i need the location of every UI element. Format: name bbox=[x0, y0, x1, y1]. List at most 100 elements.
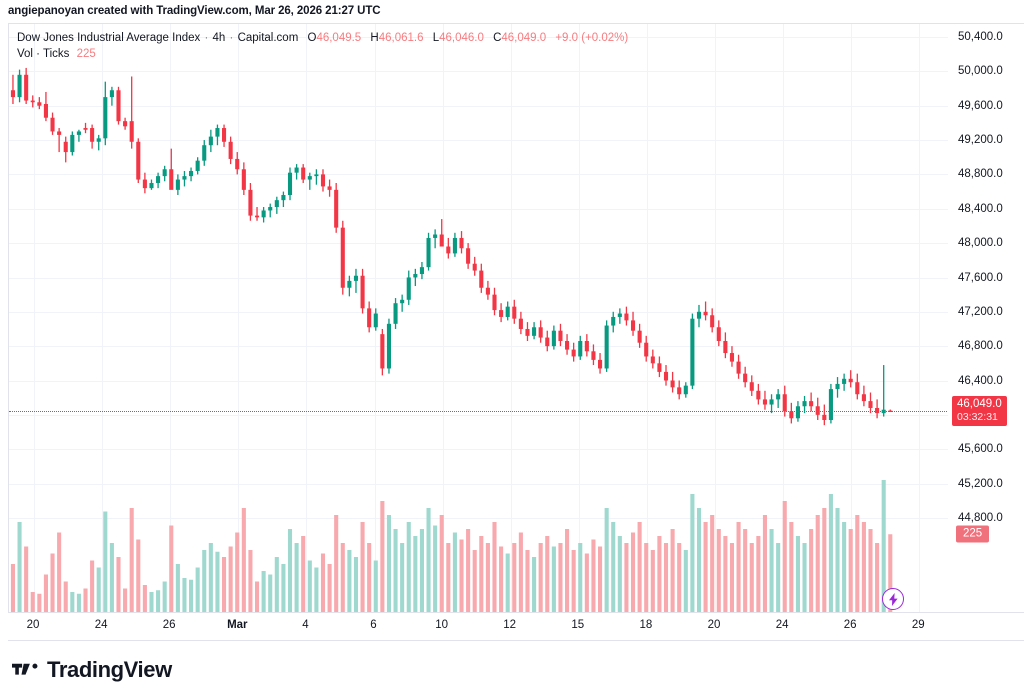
volume-bar bbox=[749, 543, 754, 612]
time-axis-tick: 15 bbox=[571, 619, 585, 631]
grid-line-horizontal bbox=[9, 346, 948, 348]
candle-body bbox=[776, 394, 781, 400]
price-axis-tick: 46,400.0 bbox=[958, 374, 1003, 387]
candle-body bbox=[875, 407, 880, 414]
candle-body bbox=[149, 182, 154, 189]
volume-bar bbox=[90, 560, 95, 612]
candle-body bbox=[466, 248, 471, 264]
grid-line-horizontal bbox=[9, 37, 948, 38]
candle-body bbox=[789, 411, 794, 419]
volume-bar bbox=[353, 557, 359, 612]
candle-body bbox=[782, 394, 787, 412]
volume-value-badge[interactable]: 225 bbox=[956, 525, 990, 543]
volume-bar bbox=[637, 522, 642, 612]
candle-body bbox=[202, 145, 207, 161]
volume-bar bbox=[710, 515, 715, 612]
volume-bar bbox=[479, 536, 484, 612]
candle-body bbox=[558, 330, 563, 341]
volume-bar bbox=[37, 593, 42, 612]
volume-bar bbox=[294, 543, 299, 612]
candle-body bbox=[393, 303, 398, 324]
volume-bar bbox=[103, 511, 108, 612]
volume-bar bbox=[815, 515, 820, 612]
candle-body bbox=[842, 378, 847, 384]
candle-body bbox=[353, 275, 359, 281]
volume-bar bbox=[268, 574, 273, 612]
time-axis-tick: 24 bbox=[775, 619, 789, 631]
volume-bar bbox=[683, 550, 688, 612]
volume-bar bbox=[756, 536, 761, 612]
candle-body bbox=[248, 189, 253, 216]
candle-body bbox=[367, 308, 372, 328]
volume-bar bbox=[228, 546, 233, 612]
candle-body bbox=[611, 316, 616, 326]
candle-body bbox=[433, 234, 438, 238]
candle-body bbox=[545, 337, 550, 347]
candle-body bbox=[630, 320, 636, 331]
price-axis-tick: 50,000.0 bbox=[958, 65, 1003, 78]
candle-body bbox=[591, 351, 596, 360]
volume-bar bbox=[809, 529, 814, 612]
price-axis-tick: 45,200.0 bbox=[958, 477, 1003, 490]
candle-body bbox=[743, 373, 748, 383]
volume-bar bbox=[881, 480, 886, 612]
volume-bar bbox=[189, 579, 194, 612]
volume-bar bbox=[512, 543, 517, 612]
volume-bar bbox=[195, 567, 200, 612]
last-price-badge[interactable]: 46,049.0 03:32:31 bbox=[952, 395, 1007, 426]
price-axis-tick: 45,600.0 bbox=[958, 443, 1003, 456]
volume-bar bbox=[241, 508, 246, 612]
volume-bar bbox=[551, 546, 556, 612]
volume-bar bbox=[76, 593, 81, 612]
volume-bars bbox=[10, 480, 893, 612]
volume-bar bbox=[307, 560, 312, 612]
volume-bar bbox=[802, 543, 807, 612]
volume-bar bbox=[472, 550, 477, 612]
candle-body bbox=[129, 121, 134, 142]
volume-bar bbox=[690, 494, 695, 612]
candle-body bbox=[472, 263, 477, 271]
candle-body bbox=[63, 141, 68, 153]
volume-bar bbox=[129, 508, 134, 612]
volume-bar bbox=[716, 529, 721, 612]
volume-bar bbox=[617, 536, 622, 612]
candle-body bbox=[736, 361, 741, 374]
candle-body bbox=[762, 399, 767, 405]
volume-bar bbox=[30, 592, 35, 612]
grid-line-vertical bbox=[34, 24, 35, 612]
candle-body bbox=[512, 306, 517, 319]
candle-body bbox=[452, 237, 457, 254]
time-axis-tick: 29 bbox=[911, 619, 925, 631]
grid-line-vertical bbox=[783, 24, 785, 612]
volume-bar bbox=[208, 543, 213, 612]
candle-body bbox=[749, 382, 754, 391]
time-axis[interactable]: 20 24 26 Mar 4 6 10 12 15 18 20 24 26 29 bbox=[8, 613, 1024, 641]
grid-line-horizontal bbox=[9, 311, 948, 313]
time-axis-tick: 18 bbox=[639, 619, 653, 631]
candle-body bbox=[802, 401, 807, 407]
attribution-text: angiepanoyan created with TradingView.co… bbox=[8, 5, 381, 17]
candle-body bbox=[307, 176, 312, 180]
candle-body bbox=[254, 215, 260, 218]
volume-bar bbox=[156, 590, 161, 612]
volume-bar bbox=[723, 536, 728, 612]
lightning-bolt-icon[interactable] bbox=[882, 588, 905, 610]
price-axis-tick: 47,600.0 bbox=[958, 271, 1003, 284]
volume-bar bbox=[109, 543, 114, 612]
candle-body bbox=[50, 117, 55, 132]
candle-body bbox=[96, 138, 101, 142]
candle-body bbox=[17, 74, 22, 98]
candle-body bbox=[604, 325, 609, 369]
price-axis[interactable]: 50,400.0 50,000.0 49,600.0 49,200.0 48,800.0… bbox=[948, 23, 1024, 613]
chart-plot-area[interactable]: Dow Jones Industrial Average Index · 4h … bbox=[8, 23, 948, 613]
volume-bar bbox=[373, 560, 378, 612]
candle-body bbox=[169, 169, 174, 190]
volume-bar bbox=[505, 553, 510, 612]
candle-body bbox=[235, 158, 240, 170]
candle-body bbox=[334, 189, 339, 228]
volume-bar bbox=[17, 522, 22, 612]
candle-body bbox=[538, 327, 543, 338]
price-axis-tick: 47,200.0 bbox=[958, 305, 1003, 318]
candle-body bbox=[30, 100, 35, 103]
candle-body bbox=[314, 174, 319, 177]
